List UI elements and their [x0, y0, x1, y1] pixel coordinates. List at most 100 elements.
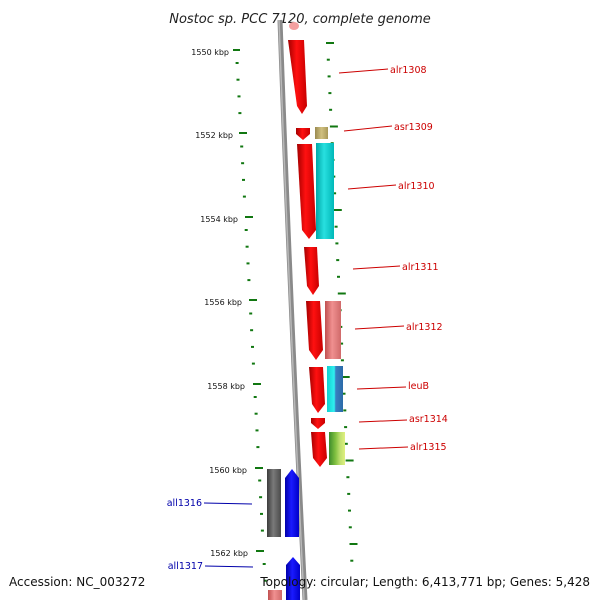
minor-tick-mark [262, 563, 266, 565]
minor-tick-mark [348, 509, 351, 512]
minor-tick-mark [263, 579, 267, 582]
scale-label-1562: 1562 kbp [210, 549, 264, 558]
scale-major-tick [239, 132, 247, 134]
minor-tick-mark [260, 529, 264, 532]
minor-tick-mark [259, 496, 263, 499]
gene-label-alr1310[interactable]: alr1310 [398, 181, 435, 192]
gene-label-alr1312[interactable]: alr1312 [406, 322, 443, 333]
gene-label-leader [352, 265, 401, 270]
gene-arrow[interactable] [311, 432, 327, 467]
topology-text: Topology: circular; Length: 6,413,771 bp… [259, 575, 590, 589]
gene-label-leader [347, 184, 397, 190]
gene-all1316[interactable]: all1316 [167, 469, 299, 537]
minor-tick-mark [247, 279, 251, 282]
minor-tick-mark [335, 242, 339, 245]
minor-tick-mark [244, 229, 248, 231]
gene-alr1311[interactable]: alr1311 [304, 247, 439, 295]
genome-backbone [277, 19, 308, 600]
scale-label-1560: 1560 kbp [209, 466, 263, 475]
scale-label-1560-text: 1560 kbp [209, 466, 247, 475]
minor-tick-mark [240, 145, 244, 148]
gene-homolog-block [315, 127, 328, 139]
gene-all1317[interactable]: all1317 [168, 557, 300, 600]
scale-label-1552: 1552 kbp [195, 131, 247, 140]
gene-label-alr1308[interactable]: alr1308 [390, 65, 427, 76]
minor-tick-mark [333, 192, 337, 195]
minor-tick-mark [251, 362, 255, 365]
gene-label-leader [343, 125, 393, 132]
gene-arrow[interactable] [304, 247, 319, 295]
gene-homolog-block [327, 366, 343, 412]
minor-tick-mark [253, 396, 257, 398]
minor-tick-mark [337, 275, 340, 278]
scale-label-1554-text: 1554 kbp [200, 215, 238, 224]
gene-arrow[interactable] [285, 469, 299, 537]
minor-tick-mark [242, 178, 245, 181]
minor-tick-mark [327, 75, 331, 78]
gene-label-asr1309[interactable]: asr1309 [394, 122, 433, 133]
gene-label-alr1311[interactable]: alr1311 [402, 262, 439, 273]
minor-tick-mark [348, 526, 352, 529]
gene-arrow[interactable] [297, 144, 316, 239]
minor-tick-mark [328, 92, 332, 95]
gene-asr1309[interactable]: asr1309 [296, 122, 433, 140]
gene-arrow[interactable] [286, 557, 300, 600]
gene-label-all1316[interactable]: all1316 [167, 498, 202, 509]
gene-label-leuB[interactable]: leuB [408, 381, 429, 392]
minor-tick-mark [238, 112, 242, 115]
scale-label-1558-text: 1558 kbp [207, 382, 245, 391]
gene-label-leader [354, 325, 405, 330]
minor-tick-mark [347, 492, 351, 495]
scale-major-tick [249, 299, 257, 301]
right-major-tick [329, 125, 338, 128]
gene-alr1310[interactable]: alr1310 [297, 143, 435, 239]
gene-alr1312[interactable]: alr1312 [306, 301, 443, 360]
scale-label-1550: 1550 kbp [191, 48, 240, 57]
gene-arrow[interactable] [296, 128, 310, 140]
gene-label-all1317[interactable]: all1317 [168, 561, 203, 572]
scale-major-tick [233, 49, 240, 51]
gene-homolog-block [268, 590, 282, 600]
gene-homolog-block [325, 301, 341, 359]
minor-tick-mark [340, 359, 344, 362]
minor-tick-mark [350, 559, 354, 562]
scale-label-1562-text: 1562 kbp [210, 549, 248, 558]
minor-tick-mark [336, 259, 340, 262]
right-major-tick [341, 376, 350, 378]
right-major-tick [345, 459, 354, 462]
minor-tick-mark [260, 512, 263, 515]
gene-label-alr1315[interactable]: alr1315 [410, 442, 447, 453]
minor-tick-mark [235, 62, 239, 64]
gene-arrow[interactable] [306, 301, 323, 360]
minor-tick-mark [340, 342, 344, 345]
gene-arrow[interactable] [311, 418, 325, 429]
gene-label-leader [203, 502, 253, 505]
gene-label-leader [356, 386, 407, 390]
gene-leuB[interactable]: leuB [309, 366, 429, 413]
minor-tick-mark [344, 426, 348, 429]
scale-major-tick [255, 467, 263, 469]
scale-label-1550-text: 1550 kbp [191, 48, 229, 57]
scale-major-tick [253, 383, 261, 385]
gene-asr1314[interactable]: asr1314 [311, 414, 448, 429]
minor-tick-mark [326, 58, 330, 61]
scale-label-1556-text: 1556 kbp [204, 298, 242, 307]
minor-tick-mark [249, 312, 253, 315]
gene-alr1308[interactable]: alr1308 [288, 40, 427, 114]
scale-label-1552-text: 1552 kbp [195, 131, 233, 140]
right-major-tick [349, 543, 358, 545]
right-major-tick [326, 42, 334, 44]
gene-label-leader [338, 68, 389, 74]
gene-label-asr1314[interactable]: asr1314 [409, 414, 448, 425]
backbone-end-cap [289, 22, 299, 30]
accession-text: Accession: NC_003272 [9, 575, 145, 589]
minor-tick-mark [245, 245, 249, 248]
minor-tick-mark [346, 476, 350, 479]
gene-homolog-block [267, 469, 281, 537]
gene-label-leader [358, 419, 408, 423]
gene-alr1315[interactable]: alr1315 [311, 432, 447, 467]
gene-arrow[interactable] [309, 367, 325, 413]
minor-tick-mark [246, 262, 250, 265]
gene-arrow[interactable] [288, 40, 307, 114]
